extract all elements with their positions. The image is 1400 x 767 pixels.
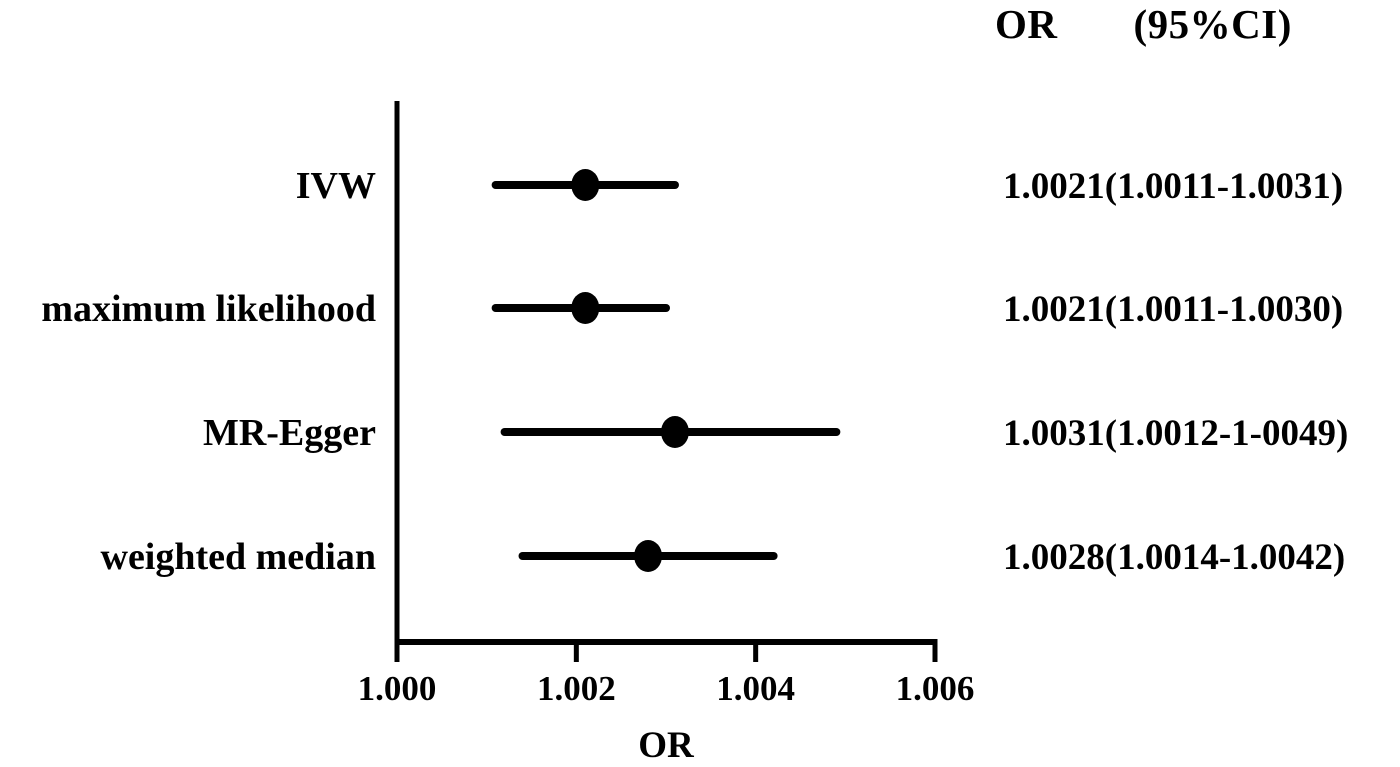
row-label: IVW bbox=[296, 165, 376, 207]
forest-row-ivw: IVW 1.0021(1.0011-1.0031) bbox=[296, 165, 1343, 207]
row-label: MR-Egger bbox=[203, 412, 376, 454]
forest-row-weighted-median: weighted median 1.0028(1.0014-1.0042) bbox=[101, 536, 1346, 578]
point-estimate-marker bbox=[634, 540, 663, 572]
x-tick-label: 1.006 bbox=[896, 669, 975, 708]
axis-group bbox=[394, 101, 938, 662]
or-ci-value-text: 1.0028(1.0014-1.0042) bbox=[1003, 537, 1345, 578]
point-estimate-marker bbox=[660, 416, 689, 448]
x-axis-title: OR bbox=[638, 725, 695, 766]
column-header-ci-label: (95%CI) bbox=[1133, 1, 1292, 47]
forest-row-mr-egger: MR-Egger 1.0031(1.0012-1-0049) bbox=[203, 412, 1348, 454]
or-ci-value-text: 1.0021(1.0011-1.0030) bbox=[1003, 289, 1343, 330]
or-ci-value-text: 1.0021(1.0011-1.0031) bbox=[1003, 166, 1343, 207]
rows-group: IVW 1.0021(1.0011-1.0031) maximum likeliho… bbox=[41, 165, 1348, 578]
row-label: weighted median bbox=[101, 536, 377, 578]
x-tick-label: 1.004 bbox=[716, 669, 795, 708]
column-header-or-label: OR bbox=[995, 1, 1058, 47]
x-tick-label: 1.000 bbox=[358, 669, 437, 708]
forest-row-maximum-likelihood: maximum likelihood 1.0021(1.0011-1.0030) bbox=[41, 288, 1343, 330]
x-tick-label: 1.002 bbox=[537, 669, 616, 708]
point-estimate-marker bbox=[571, 292, 600, 324]
x-axis-title-group: OR bbox=[638, 725, 695, 766]
or-ci-value-text: 1.0031(1.0012-1-0049) bbox=[1003, 413, 1348, 454]
point-estimate-marker bbox=[571, 169, 600, 201]
x-tick-labels-group: 1.000 1.002 1.004 1.006 bbox=[358, 669, 975, 708]
row-label: maximum likelihood bbox=[41, 288, 376, 330]
value-column-header: OR (95%CI) bbox=[995, 0, 1292, 48]
